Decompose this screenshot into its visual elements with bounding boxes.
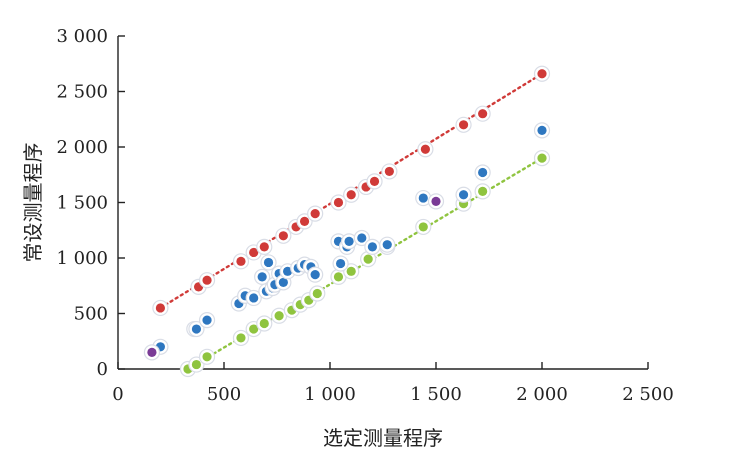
data-point [418, 222, 428, 232]
data-point [249, 247, 259, 258]
data-point [257, 272, 267, 282]
data-point [236, 256, 246, 266]
data-point [333, 197, 344, 208]
data-point [310, 270, 320, 280]
y-tick-label: 0 [97, 359, 108, 380]
data-point [263, 257, 274, 268]
data-point [283, 266, 293, 276]
x-tick-label: 2 500 [622, 384, 674, 405]
data-point [278, 277, 288, 288]
data-point [367, 242, 377, 252]
data-point [382, 240, 392, 250]
data-point [418, 193, 428, 203]
series-upper-limit [152, 65, 551, 317]
data-point [299, 216, 310, 226]
data-point [537, 153, 547, 163]
x-tick-label: 0 [112, 384, 123, 405]
data-point [249, 324, 259, 334]
y-tick-label: 3 000 [56, 26, 108, 47]
data-point [384, 166, 394, 177]
data-point [431, 196, 441, 206]
data-point [278, 231, 288, 241]
data-point [202, 352, 212, 362]
data-point [333, 272, 344, 282]
data-point [310, 209, 320, 219]
data-point [363, 254, 373, 264]
x-tick-label: 500 [207, 384, 241, 405]
data-point [202, 315, 212, 325]
y-axis-title: 常设测量程序 [21, 143, 45, 263]
ticks: 0 500 1 000 1 500 2 000 2 500 0 500 1 000 1 500 2 … [56, 26, 673, 405]
data-point [155, 303, 165, 313]
data-point [249, 293, 259, 303]
x-tick-label: 1 000 [304, 384, 356, 405]
data-point [202, 275, 212, 285]
data-point [259, 318, 269, 329]
data-point [537, 69, 547, 79]
data-point [478, 109, 488, 119]
x-tick-label: 2 000 [516, 384, 568, 405]
data-point [369, 176, 380, 187]
data-point [274, 311, 284, 321]
y-tick-label: 500 [74, 304, 108, 325]
data-point [344, 236, 354, 246]
y-tick-label: 2 500 [56, 82, 108, 103]
series-measurements [152, 122, 551, 355]
data-point [336, 258, 346, 269]
data-point [259, 242, 269, 252]
data-point [191, 359, 202, 370]
series-lower-limit [179, 150, 551, 378]
data-point [420, 144, 430, 154]
data-point [147, 347, 157, 357]
x-tick-label: 1 500 [410, 384, 462, 405]
y-tick-label: 1 000 [56, 248, 108, 269]
y-tick-label: 1 500 [56, 193, 108, 214]
data-point [346, 190, 356, 200]
series-outliers [143, 193, 445, 361]
axes [117, 36, 648, 370]
data-point [478, 186, 488, 196]
x-axis-title: 选定测量程序 [323, 426, 443, 450]
y-tick-label: 2 000 [56, 137, 108, 158]
data-point [458, 190, 469, 200]
data-point [357, 233, 367, 243]
data-point [478, 167, 488, 178]
data-point [312, 288, 322, 299]
data-point [537, 125, 547, 135]
data-point [236, 333, 246, 343]
data-point [346, 266, 356, 276]
data-point [458, 120, 469, 130]
data-series [143, 65, 551, 378]
data-point [191, 324, 202, 334]
